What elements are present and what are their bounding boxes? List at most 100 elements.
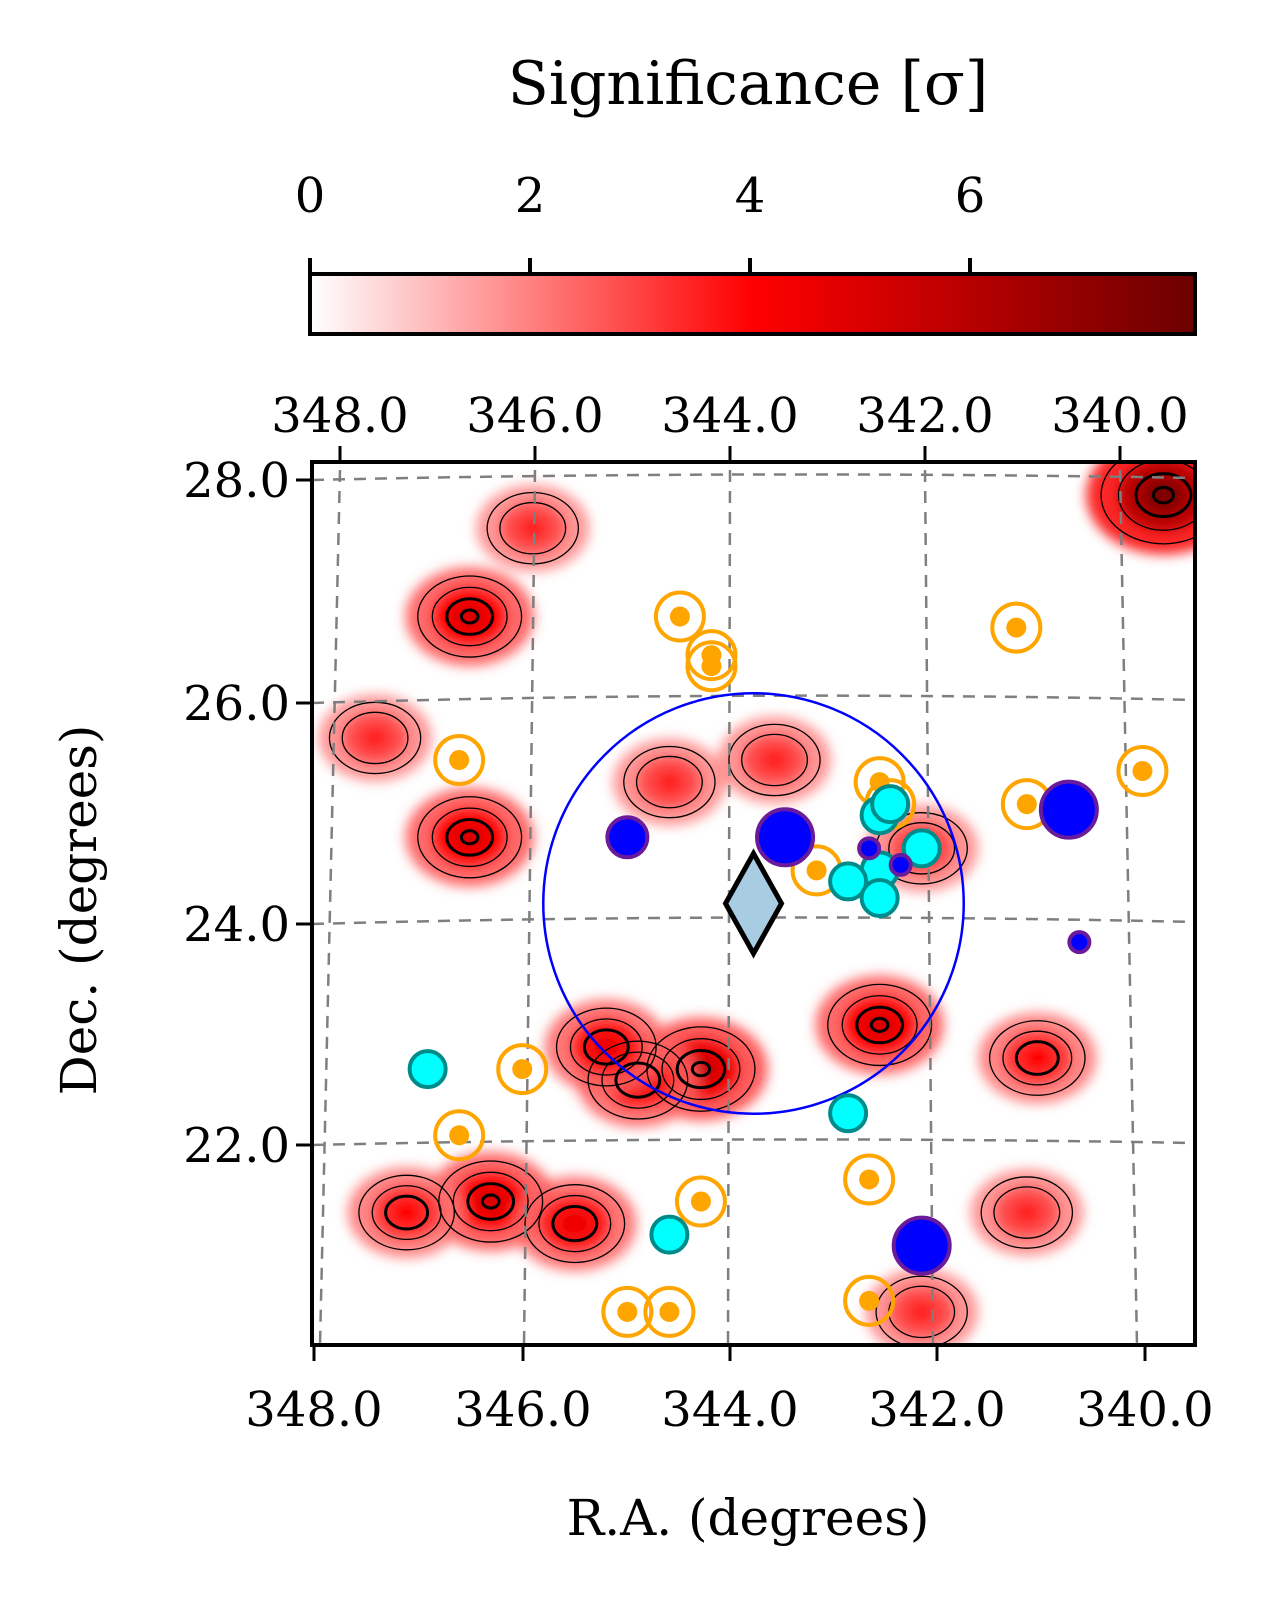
contour-line bbox=[459, 608, 480, 625]
y-tick-26: 26.0 bbox=[183, 676, 290, 732]
y-tick-24: 24.0 bbox=[183, 897, 290, 953]
grid-line-dec-26 bbox=[312, 694, 1195, 705]
heatmap-blob-core bbox=[862, 1011, 897, 1039]
contour-line bbox=[384, 1194, 430, 1231]
contour-line bbox=[855, 1005, 904, 1045]
colorbar-tick-4: 4 bbox=[735, 168, 766, 224]
x-axis-label: R.A. (degrees) bbox=[567, 1489, 930, 1547]
blue-source-marker bbox=[891, 1215, 952, 1276]
grid-line-dec-28 bbox=[312, 473, 1195, 482]
contour-line bbox=[466, 1182, 516, 1221]
significance-contours bbox=[328, 462, 1195, 1345]
contour-line bbox=[1100, 462, 1195, 545]
heatmap-blob-core bbox=[359, 725, 391, 751]
contour-line bbox=[371, 1185, 442, 1241]
contour-line bbox=[499, 501, 567, 555]
orange-source-marker bbox=[685, 640, 738, 693]
contour-line bbox=[452, 1171, 529, 1232]
heatmap-blob-core bbox=[452, 823, 487, 852]
region-circle bbox=[542, 692, 965, 1115]
contour-line bbox=[459, 829, 480, 846]
cyan-source-marker bbox=[859, 877, 900, 918]
contour-line bbox=[551, 1204, 599, 1243]
cyan-source-marker bbox=[407, 1049, 448, 1090]
top-x-tick-346: 346.0 bbox=[466, 388, 603, 444]
contour-line bbox=[741, 733, 809, 787]
heatmap-blob-core bbox=[654, 769, 685, 795]
heatmap-blob-core bbox=[759, 747, 790, 773]
top-x-tick-342: 342.0 bbox=[856, 388, 993, 444]
colorbar bbox=[308, 272, 1197, 336]
contour-line bbox=[601, 1051, 675, 1109]
heatmap-blob-core bbox=[517, 516, 548, 541]
colorbar-tick-marks bbox=[308, 258, 972, 274]
y-axis-label: Dec. (degrees) bbox=[50, 725, 108, 1096]
orange-source-marker bbox=[674, 1175, 727, 1228]
contour-line bbox=[438, 1160, 544, 1243]
top-x-tick-348: 348.0 bbox=[271, 388, 408, 444]
cyan-sources bbox=[407, 784, 942, 1255]
orange-source-marker bbox=[433, 734, 486, 787]
top-x-tick-344: 344.0 bbox=[661, 388, 798, 444]
contour-line bbox=[445, 597, 495, 636]
contour-line bbox=[635, 755, 703, 809]
heatmap-blob-core bbox=[906, 1299, 937, 1325]
contour-line bbox=[524, 1184, 626, 1264]
heatmap-blob-core bbox=[390, 1199, 423, 1226]
cyan-source-marker bbox=[870, 784, 911, 825]
orange-sources bbox=[433, 590, 1169, 1338]
cyan-source-marker bbox=[828, 1093, 869, 1134]
cyan-source-marker bbox=[828, 861, 869, 902]
y-tick-28: 28.0 bbox=[183, 453, 290, 509]
blue-source-marker bbox=[857, 836, 882, 861]
blue-source-marker bbox=[605, 815, 650, 860]
contour-line bbox=[417, 796, 523, 879]
orange-source-marker bbox=[601, 1285, 654, 1338]
contour-line bbox=[988, 1020, 1086, 1096]
colorbar-tick-6: 6 bbox=[955, 168, 986, 224]
contour-line bbox=[980, 1176, 1074, 1249]
colorbar-label: Significance [σ] bbox=[508, 49, 989, 119]
contour-line bbox=[341, 711, 409, 765]
contour-line bbox=[661, 1038, 741, 1101]
y-tick-labels: 28.0 26.0 24.0 22.0 bbox=[183, 453, 290, 1174]
contour-line bbox=[1151, 485, 1175, 505]
orange-source-marker bbox=[433, 1109, 486, 1162]
bottom-x-tick-346: 346.0 bbox=[454, 1382, 591, 1438]
contour-line bbox=[1002, 1030, 1073, 1086]
contour-line bbox=[445, 817, 495, 857]
heatmap-blob-core bbox=[558, 1210, 592, 1237]
contour-line bbox=[1117, 462, 1195, 531]
contour-line bbox=[569, 1018, 643, 1076]
orange-source-marker bbox=[496, 1043, 549, 1096]
heatmap-blob-core bbox=[1021, 1045, 1054, 1071]
center-diamond-marker bbox=[722, 848, 785, 959]
plot-frame bbox=[310, 460, 1197, 1347]
bottom-x-tick-labels: 348.0 346.0 344.0 342.0 340.0 bbox=[245, 1382, 1213, 1438]
heatmap-blob-core bbox=[473, 1187, 509, 1216]
contour-line bbox=[675, 1049, 727, 1090]
contour-line bbox=[690, 1060, 712, 1078]
bottom-x-tick-marks bbox=[312, 1345, 1147, 1361]
orange-source-marker bbox=[1116, 745, 1169, 798]
blue-sources bbox=[605, 779, 1099, 1276]
contour-line bbox=[587, 1040, 689, 1120]
contour-line bbox=[993, 1186, 1061, 1239]
contour-line bbox=[1134, 472, 1193, 519]
bottom-x-tick-340: 340.0 bbox=[1076, 1382, 1213, 1438]
orange-source-marker bbox=[643, 1285, 696, 1338]
contour-line bbox=[728, 723, 821, 797]
contour-line bbox=[431, 807, 508, 868]
heatmap-blob-core bbox=[1011, 1200, 1043, 1225]
cyan-source-marker bbox=[901, 828, 942, 869]
orange-source-marker bbox=[990, 601, 1043, 654]
blue-source-marker bbox=[1038, 779, 1099, 840]
contour-line bbox=[358, 1174, 455, 1251]
colorbar-tick-labels: 0 2 4 6 bbox=[295, 168, 986, 224]
top-x-tick-340: 340.0 bbox=[1051, 388, 1188, 444]
y-tick-22: 22.0 bbox=[183, 1118, 290, 1174]
bottom-x-tick-344: 344.0 bbox=[661, 1382, 798, 1438]
colorbar-tick-2: 2 bbox=[515, 168, 546, 224]
contour-line bbox=[417, 575, 523, 658]
